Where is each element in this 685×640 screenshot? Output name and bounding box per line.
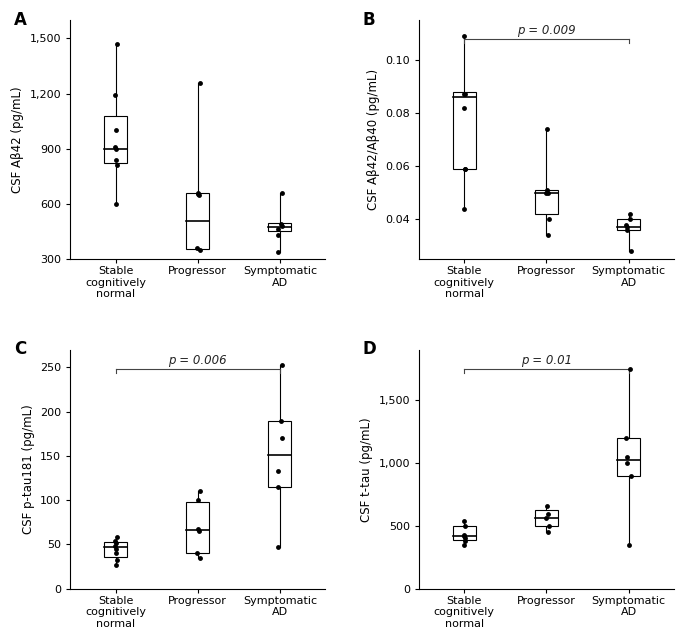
- Bar: [104, 542, 127, 557]
- Bar: [453, 526, 476, 540]
- Bar: [269, 223, 292, 230]
- Y-axis label: CSF Aβ42/Aβ40 (pg/mL): CSF Aβ42/Aβ40 (pg/mL): [366, 69, 379, 210]
- Y-axis label: CSF Aβ42 (pg/mL): CSF Aβ42 (pg/mL): [11, 86, 24, 193]
- Text: C: C: [14, 340, 27, 358]
- Bar: [617, 219, 640, 230]
- Text: A: A: [14, 10, 27, 29]
- Bar: [535, 190, 558, 214]
- Y-axis label: CSF p-tau181 (pg/mL): CSF p-tau181 (pg/mL): [22, 404, 35, 534]
- Bar: [453, 92, 476, 169]
- Text: p = 0.009: p = 0.009: [517, 24, 576, 37]
- Text: D: D: [363, 340, 377, 358]
- Y-axis label: CSF t-tau (pg/mL): CSF t-tau (pg/mL): [360, 417, 373, 522]
- Text: p = 0.01: p = 0.01: [521, 354, 572, 367]
- Bar: [186, 193, 210, 249]
- Bar: [535, 509, 558, 526]
- Bar: [104, 116, 127, 163]
- Text: p = 0.006: p = 0.006: [169, 354, 227, 367]
- Text: B: B: [363, 10, 375, 29]
- Bar: [269, 420, 292, 487]
- Bar: [617, 438, 640, 476]
- Bar: [186, 502, 210, 554]
